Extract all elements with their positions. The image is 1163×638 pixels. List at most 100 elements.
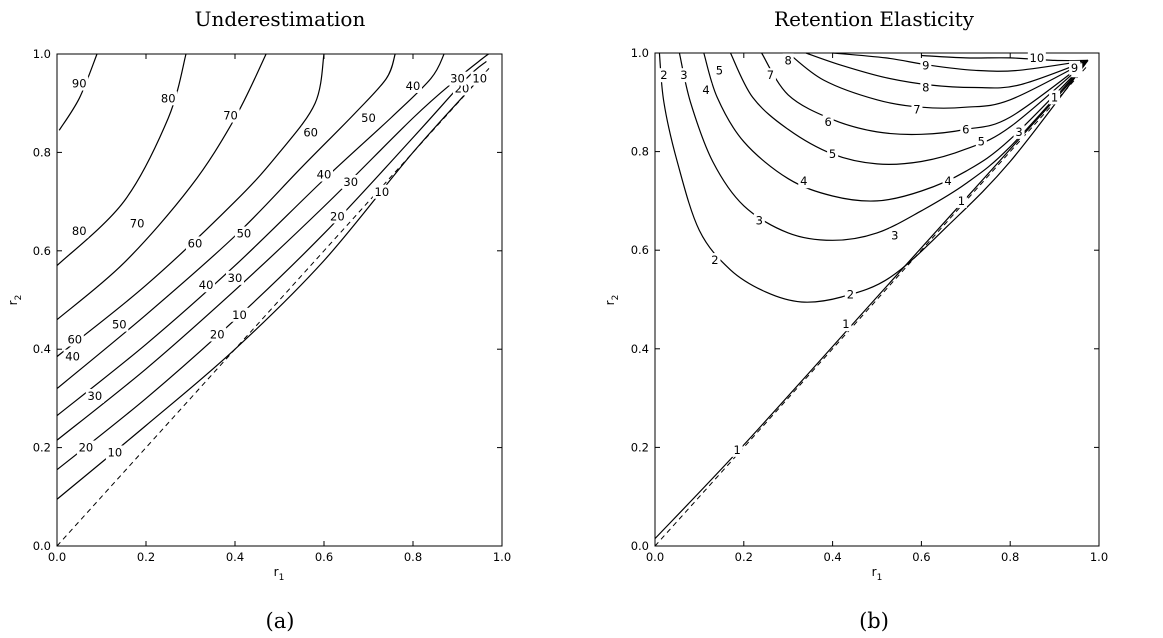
contour-label-20: 20 xyxy=(330,209,345,223)
contour-line-10 xyxy=(56,73,485,500)
contour-label-9: 9 xyxy=(922,58,929,72)
contour-line-5 xyxy=(729,52,1089,166)
panel-b-ytick-label: 1.0 xyxy=(631,46,649,60)
contour-label-bg-60 xyxy=(185,236,204,251)
contour-label-90: 90 xyxy=(72,77,87,91)
contour-label-bg-30 xyxy=(85,388,104,403)
contour-line-80 xyxy=(56,53,187,267)
contour-line-90 xyxy=(58,53,98,131)
contour-label-3: 3 xyxy=(891,228,898,242)
contour-label-40: 40 xyxy=(317,168,332,182)
contour-label-8: 8 xyxy=(922,81,929,95)
contour-label-bg-3 xyxy=(889,228,901,243)
panel-a-xtick-label: 0.6 xyxy=(315,550,333,564)
panel-a-xtick-label: 1.0 xyxy=(493,550,511,564)
contour-label-4: 4 xyxy=(944,174,951,188)
contour-label-bg-40 xyxy=(63,349,82,364)
contour-label-bg-3 xyxy=(1013,124,1025,139)
panel-a-xtick-label: 0.2 xyxy=(137,550,155,564)
contour-label-40: 40 xyxy=(406,79,421,93)
contour-label-bg-10 xyxy=(230,307,249,322)
panel-b-ytick-label: 0.6 xyxy=(631,243,649,257)
contour-label-bg-9 xyxy=(1069,60,1081,75)
contour-label-6: 6 xyxy=(824,115,831,129)
contour-label-60: 60 xyxy=(67,332,82,346)
contour-label-30: 30 xyxy=(88,389,103,403)
panel-b-xtick-label: 1.0 xyxy=(1090,550,1108,564)
panel-b-xtick-label: 0.4 xyxy=(823,550,841,564)
contour-label-bg-1 xyxy=(955,193,967,208)
panel-a-xtick-label: 0.0 xyxy=(48,550,66,564)
contour-label-8: 8 xyxy=(785,53,792,67)
panel-a: Underestimation 0.0 0.2 0.4 0.6 0.8 1.0 0.0 0.2… xyxy=(6,7,511,633)
panel-b-xlabel: r1 xyxy=(872,565,883,583)
contour-label-80: 80 xyxy=(161,91,176,105)
contour-label-5: 5 xyxy=(716,63,723,77)
contour-label-30: 30 xyxy=(450,72,465,86)
contour-label-30: 30 xyxy=(228,271,243,285)
contour-label-2: 2 xyxy=(711,253,718,267)
panel-b-xtick-label: 0.8 xyxy=(1001,550,1019,564)
contour-label-40: 40 xyxy=(199,278,214,292)
contour-line-30 xyxy=(56,53,489,441)
contour-label-1: 1 xyxy=(958,194,965,208)
contour-label-bg-5 xyxy=(975,134,987,149)
contour-label-bg-8 xyxy=(782,53,794,68)
panel-a-ticks: 0.0 0.2 0.4 0.6 0.8 1.0 0.0 0.2 0.4 0.6 0.8 1.0 xyxy=(33,47,511,564)
contour-label-bg-20 xyxy=(328,209,347,224)
contour-label-bg-80 xyxy=(159,91,178,106)
contour-line-50 xyxy=(56,53,396,390)
contour-label-10: 10 xyxy=(232,308,247,322)
contour-label-80: 80 xyxy=(72,224,87,238)
panel-b-xtick-label: 0.6 xyxy=(912,550,930,564)
contour-label-40: 40 xyxy=(65,350,80,364)
contour-label-1: 1 xyxy=(1051,90,1058,104)
panel-a-ytick-label: 0.2 xyxy=(33,441,51,455)
contour-label-bg-30 xyxy=(448,71,467,86)
contour-label-7: 7 xyxy=(767,68,774,82)
contour-label-2: 2 xyxy=(847,288,854,302)
contour-label-5: 5 xyxy=(978,135,985,149)
contour-label-7: 7 xyxy=(913,103,920,117)
panel-b-ticks: 0.0 0.2 0.4 0.6 0.8 1.0 0.0 0.2 0.4 0.6 0.8 1.0 xyxy=(631,46,1108,564)
contour-label-bg-40 xyxy=(315,167,333,182)
contour-label-20: 20 xyxy=(79,441,94,455)
contour-label-3: 3 xyxy=(680,68,687,82)
contour-label-10: 10 xyxy=(1030,51,1045,65)
contour-line-40 xyxy=(56,53,445,417)
contour-line-9 xyxy=(832,52,1088,72)
contour-label-bg-80 xyxy=(70,224,89,239)
contour-label-bg-40 xyxy=(404,78,422,93)
contour-label-70: 70 xyxy=(130,217,145,231)
panel-a-contours xyxy=(56,53,489,500)
contour-label-3: 3 xyxy=(1015,125,1022,139)
contour-label-bg-6 xyxy=(960,122,972,137)
contour-label-50: 50 xyxy=(361,111,376,125)
contour-label-bg-9 xyxy=(920,58,932,73)
contour-label-bg-50 xyxy=(234,226,253,241)
contour-label-1: 1 xyxy=(842,317,849,331)
contour-label-bg-8 xyxy=(920,80,932,95)
panel-b-xtick-label: 0.2 xyxy=(735,550,753,564)
contour-label-60: 60 xyxy=(303,126,318,140)
contour-label-4: 4 xyxy=(702,83,709,97)
contour-line-10 xyxy=(921,54,1088,62)
panel-a-contour-labels: 1010101020202020303030304040404050505060… xyxy=(63,71,489,460)
panel-a-xtick-label: 0.4 xyxy=(226,550,244,564)
contour-label-1: 1 xyxy=(733,443,740,457)
contour-label-6: 6 xyxy=(962,122,969,136)
contour-line-6 xyxy=(761,52,1089,136)
contour-label-bg-7 xyxy=(911,102,923,117)
contour-label-bg-1 xyxy=(731,442,743,457)
contour-label-bg-40 xyxy=(197,278,216,293)
contour-label-70: 70 xyxy=(223,109,238,123)
contour-label-bg-10 xyxy=(105,445,124,460)
panel-b-caption: (b) xyxy=(859,609,889,633)
contour-label-50: 50 xyxy=(112,318,127,332)
panel-a-frame xyxy=(56,53,503,547)
contour-label-bg-5 xyxy=(713,63,725,78)
panel-b-ytick-label: 0.8 xyxy=(631,145,649,159)
contour-label-bg-10 xyxy=(470,71,489,86)
panel-b-ytick-label: 0.2 xyxy=(631,440,649,454)
contour-label-bg-1 xyxy=(840,317,852,332)
